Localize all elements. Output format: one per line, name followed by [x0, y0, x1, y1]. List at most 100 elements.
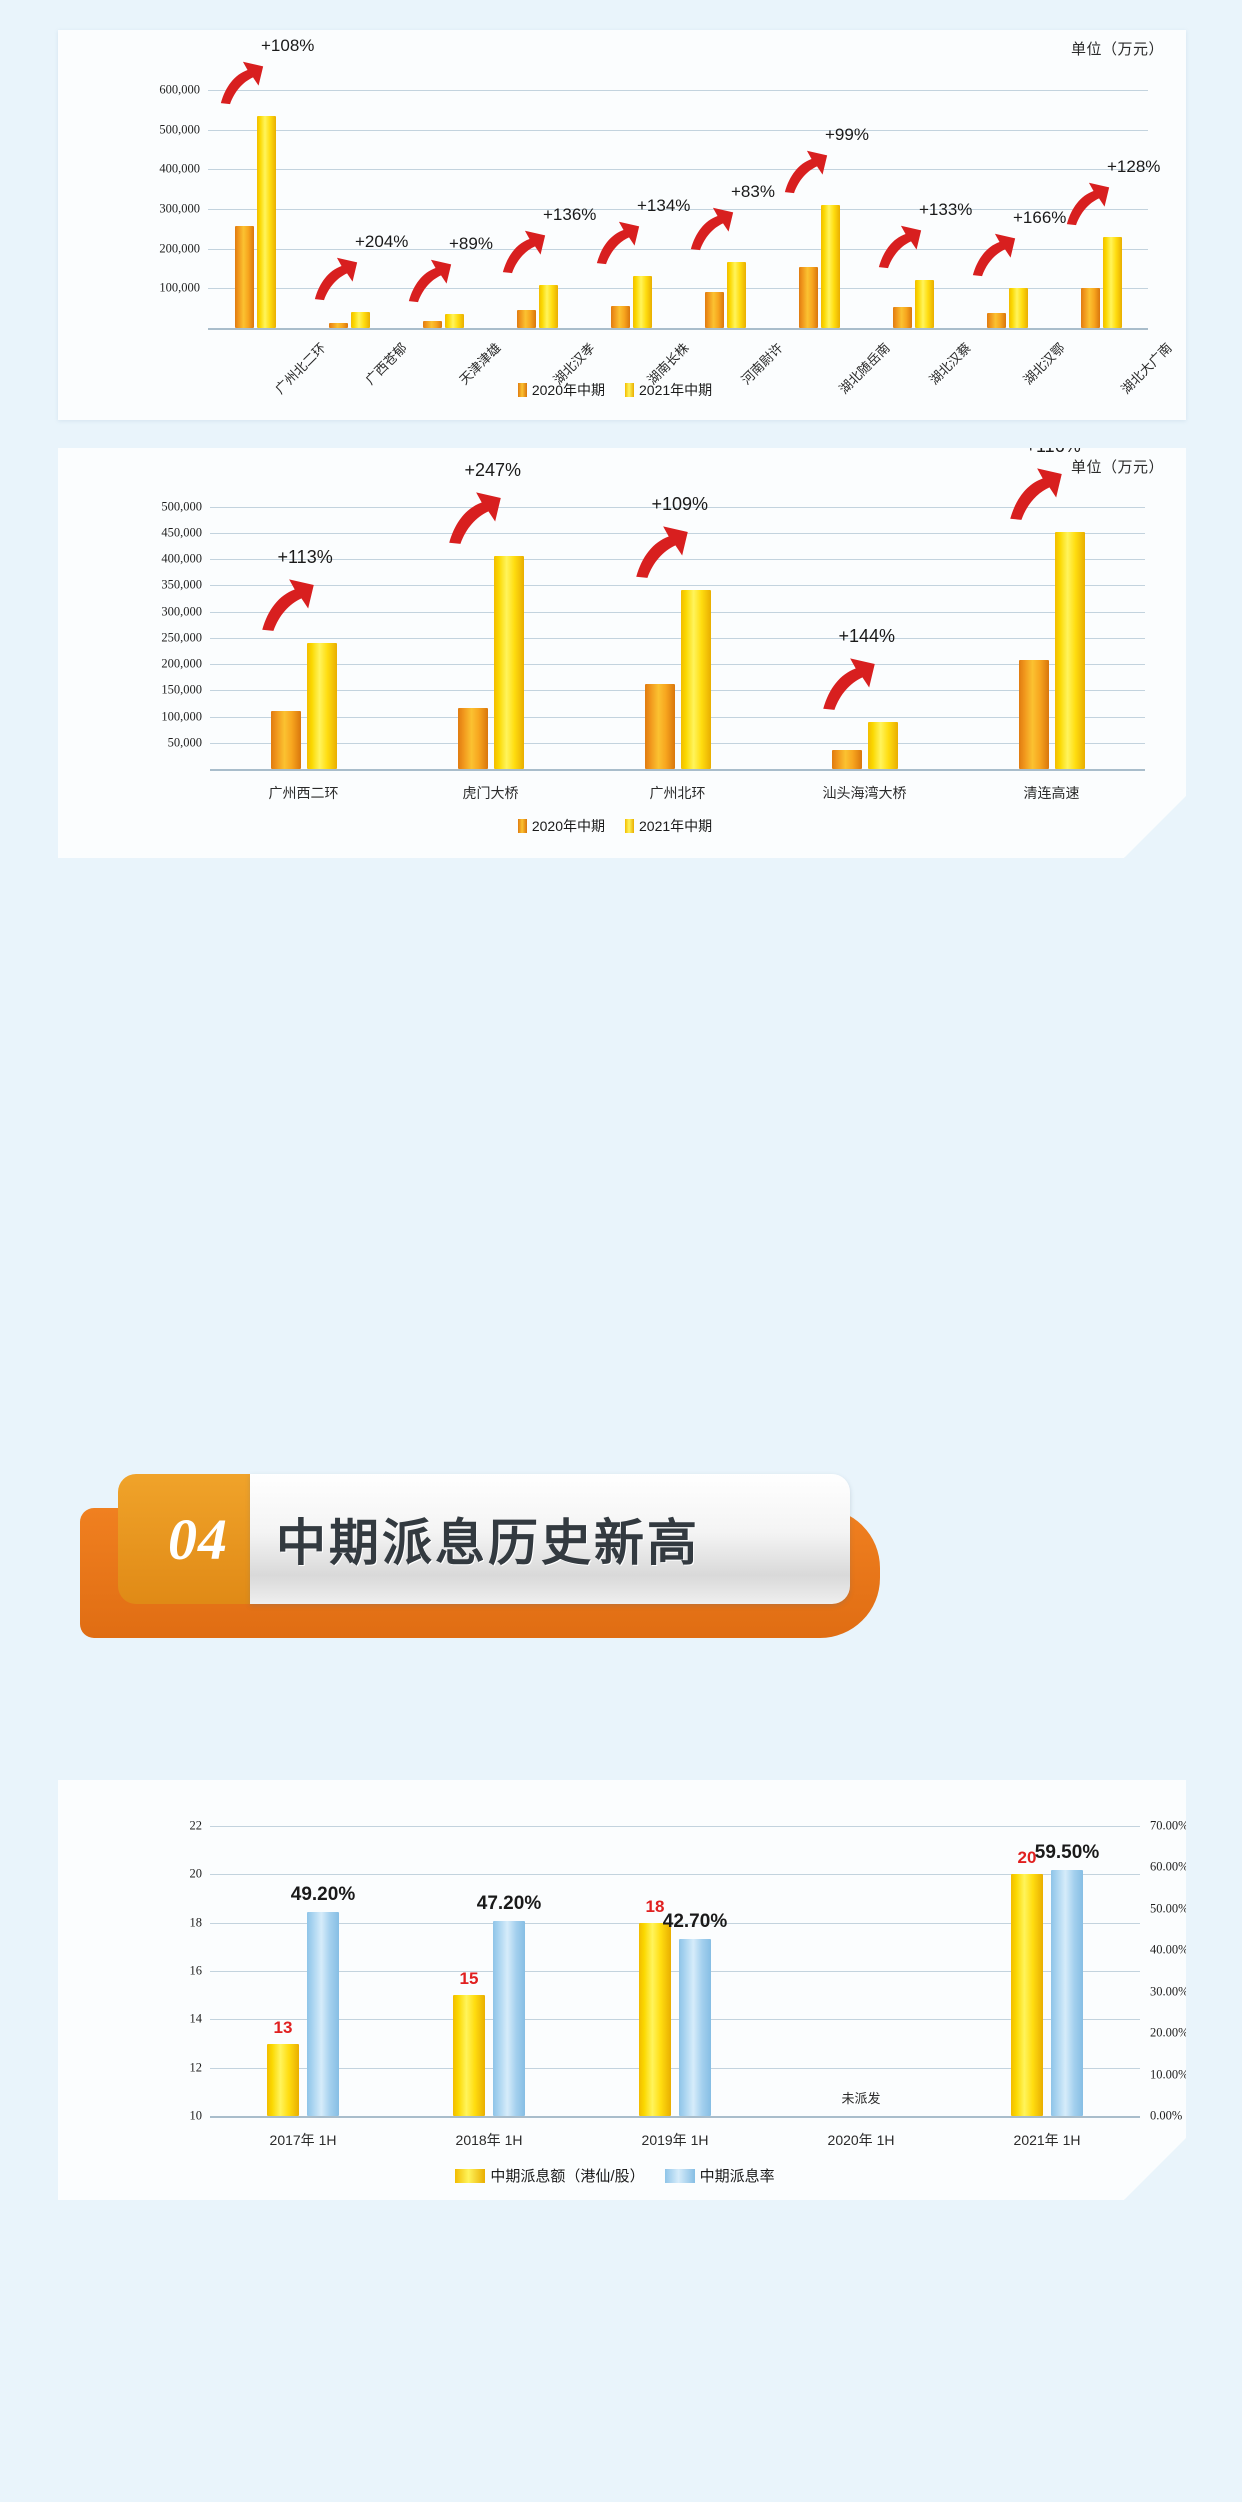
legend-item: 中期派息率 [665, 2165, 775, 2186]
growth-annotation: +109% [651, 494, 709, 514]
y-axis-right-tick-label: 10.00% [1150, 2067, 1189, 2082]
legend-label: 2021年中期 [639, 818, 713, 834]
bar-2021 [538, 285, 558, 328]
chart3-plot-area: 10 12 14 16 18 20 22 0.00% 10.00% 20.00% 30.00% 40.… [210, 1826, 1140, 2116]
banner-title-plate: 中期派息历史新高 [250, 1474, 850, 1604]
legend-swatch [455, 2169, 485, 2183]
chart2-plot-area: 50,000 100,000 150,000 200,000 250,000 300,00… [210, 496, 1145, 769]
legend-label: 2021年中期 [639, 382, 713, 398]
y-axis-left-tick-label: 18 [189, 1915, 202, 1930]
bar-value-label: 49.20% [290, 1884, 356, 1906]
gridline [208, 169, 1148, 171]
chart-card-revenue-projects: 单位（万元） 100,000 200,000 300,000 400,000 500,0… [58, 30, 1186, 420]
bar-2021 [914, 280, 934, 328]
gridline [210, 717, 1145, 718]
gridline [210, 612, 1145, 613]
bar-value-label: 47.20% [476, 1892, 542, 1914]
growth-annotation: +108% [261, 36, 315, 56]
chart2-legend: 2020年中期 2021年中期 [58, 816, 1186, 836]
bar-value-label: 15 [459, 1969, 479, 1989]
y-axis-right-tick-label: 30.00% [1150, 1984, 1189, 1999]
growth-annotation: +99% [825, 125, 869, 145]
bar-2021 [820, 205, 840, 328]
gridline [210, 507, 1145, 508]
x-axis-label: 广州西二环 [268, 785, 339, 801]
legend-item: 2021年中期 [625, 816, 712, 836]
y-axis-left-tick-label: 20 [189, 1866, 202, 1881]
bar-dividend-amount [639, 1923, 671, 2116]
growth-annotation: +134% [637, 196, 691, 215]
y-axis-tick-label: 300,000 [161, 604, 202, 618]
chart1-plot-area: 100,000 200,000 300,000 400,000 500,000 600,0… [159, 36, 1174, 397]
gridline [210, 585, 1145, 586]
bar-2021 [1055, 532, 1085, 769]
y-axis-tick-label: 100,000 [161, 709, 202, 723]
bar-dividend-amount [1011, 1874, 1043, 2116]
growth-arrow-icon [501, 223, 547, 279]
x-axis-label: 虎门大桥 [462, 785, 519, 801]
growth-annotation: +128% [1107, 156, 1161, 176]
gridline [210, 1971, 1140, 1972]
gridline [208, 248, 1148, 250]
bar-2021 [494, 556, 524, 769]
bar-value-label: 20 [1017, 1848, 1037, 1868]
legend-swatch [625, 819, 634, 833]
x-axis-line [208, 328, 1148, 330]
bar-dividend-rate [493, 1921, 525, 2117]
growth-arrow-icon [783, 143, 829, 199]
bar-2020 [704, 292, 724, 328]
gridline [210, 559, 1145, 560]
bar-2021 [350, 311, 370, 328]
bar-2020 [798, 267, 818, 328]
x-axis-label: 广州北环 [649, 785, 706, 801]
y-axis-right-tick-label: 60.00% [1150, 1859, 1189, 1874]
growth-arrow-icon [821, 650, 877, 716]
y-axis-right-tick-label: 0.00% [1150, 2108, 1183, 2123]
growth-annotation: +116% [1025, 436, 1081, 457]
bar-2020 [422, 320, 442, 328]
growth-annotation: +136% [543, 205, 597, 225]
legend-swatch [625, 383, 634, 397]
bar-2020 [234, 226, 254, 328]
gridline [210, 638, 1145, 639]
gridline [208, 208, 1148, 210]
growth-annotation: +113% [277, 546, 333, 567]
bar-2021 [868, 722, 898, 769]
x-axis-label: 2018年 1H [455, 2132, 523, 2148]
bar-2020 [1019, 660, 1049, 769]
bar-2020 [271, 711, 301, 769]
y-axis-right-tick-label: 20.00% [1150, 2025, 1189, 2040]
chart1-unit-label: 单位（万元） [1070, 41, 1164, 58]
bar-2021 [444, 313, 464, 328]
growth-arrow-icon [219, 54, 265, 110]
gridline [208, 288, 1148, 290]
chart-card-dividend: 10 12 14 16 18 20 22 0.00% 10.00% 20.00% 30.00% 40.… [58, 1780, 1186, 2200]
bar-2021 [681, 590, 711, 769]
x-axis-label: 2019年 1H [641, 2132, 709, 2148]
y-axis-tick-label: 300,000 [159, 201, 200, 216]
legend-swatch [517, 383, 527, 397]
legend-label: 中期派息率 [699, 2168, 775, 2185]
y-axis-tick-label: 50,000 [167, 735, 202, 750]
bar-2020 [328, 322, 348, 328]
bar-value-label: 18 [645, 1896, 665, 1916]
y-axis-right-tick-label: 50.00% [1150, 1901, 1189, 1916]
y-axis-tick-label: 200,000 [159, 241, 200, 256]
x-axis-label: 2017年 1H [269, 2132, 337, 2148]
no-payout-note: 未派发 [841, 2091, 881, 2106]
gridline [208, 129, 1148, 131]
bar-dividend-rate [1051, 1870, 1083, 2117]
x-axis-label: 2021年 1H [1013, 2132, 1081, 2148]
x-axis-line [210, 769, 1145, 771]
banner-number: 04 [168, 1506, 228, 1572]
growth-annotation: +83% [731, 181, 775, 201]
chart2-unit-label: 单位（万元） [1070, 459, 1164, 476]
growth-arrow-icon [689, 200, 735, 256]
y-axis-tick-label: 250,000 [161, 630, 202, 645]
gridline [210, 2019, 1140, 2020]
legend-swatch [518, 819, 527, 833]
y-axis-tick-label: 400,000 [161, 551, 202, 566]
growth-annotation: +166% [1013, 207, 1067, 227]
y-axis-tick-label: 350,000 [161, 577, 202, 592]
banner-title: 中期派息历史新高 [276, 1515, 700, 1571]
